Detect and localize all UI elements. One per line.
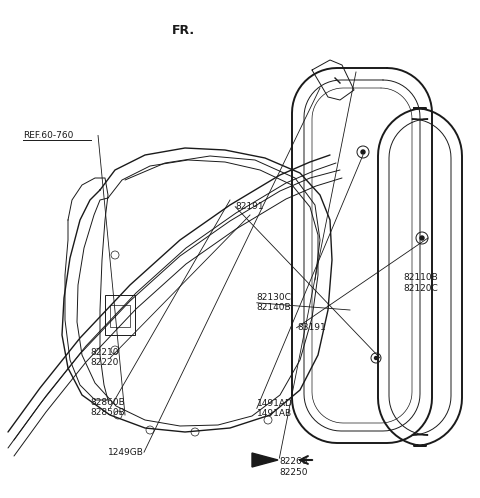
Text: FR.: FR. xyxy=(172,24,195,37)
Bar xyxy=(105,295,135,335)
Text: 82860B
82850B: 82860B 82850B xyxy=(90,398,125,417)
Polygon shape xyxy=(252,453,278,467)
Text: 1249GB: 1249GB xyxy=(108,448,144,457)
Text: 82130C
82140B: 82130C 82140B xyxy=(257,293,292,312)
Text: 82191: 82191 xyxy=(235,202,264,211)
Text: 83191: 83191 xyxy=(298,323,326,332)
Circle shape xyxy=(374,357,377,360)
Text: 82260
82250: 82260 82250 xyxy=(279,458,308,477)
Text: 82210
82220: 82210 82220 xyxy=(90,348,119,367)
Circle shape xyxy=(361,150,365,154)
Text: REF.60-760: REF.60-760 xyxy=(23,131,73,140)
Text: 1491AD
1491AB: 1491AD 1491AB xyxy=(257,399,293,418)
Bar xyxy=(110,305,130,327)
Text: 82110B
82120C: 82110B 82120C xyxy=(403,273,438,292)
Circle shape xyxy=(420,236,424,240)
